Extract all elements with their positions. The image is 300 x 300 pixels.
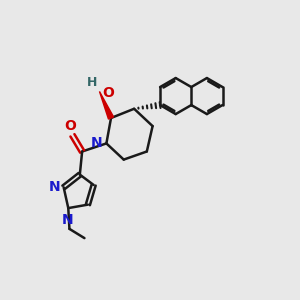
Text: O: O — [102, 85, 114, 100]
Text: N: N — [62, 213, 74, 227]
Polygon shape — [100, 92, 114, 119]
Text: H: H — [87, 76, 97, 89]
Text: O: O — [64, 119, 76, 134]
Text: N: N — [49, 180, 60, 194]
Text: N: N — [91, 136, 102, 150]
